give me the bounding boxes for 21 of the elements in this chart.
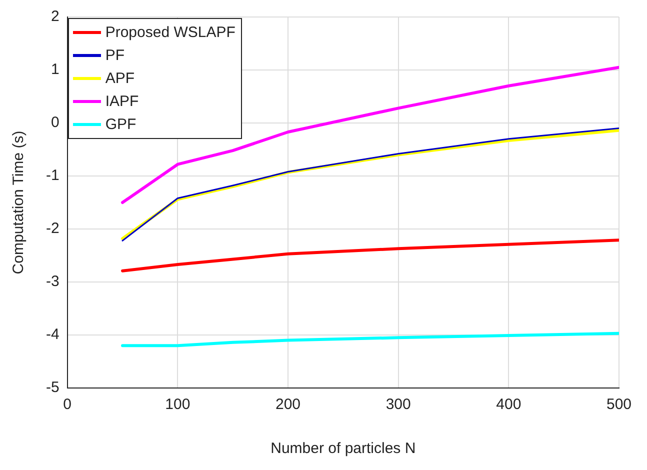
x-tick-label: 100 bbox=[165, 396, 190, 414]
y-tick-label: -1 bbox=[46, 167, 60, 184]
y-tick-label: -3 bbox=[46, 273, 60, 290]
y-tick-label: 0 bbox=[50, 114, 60, 132]
legend-label: GPF bbox=[105, 116, 136, 133]
legend-label: IAPF bbox=[105, 93, 139, 110]
y-tick-label: -4 bbox=[46, 326, 60, 344]
legend-label: APF bbox=[105, 70, 135, 87]
y-tick-label: 2 bbox=[50, 8, 60, 26]
y-tick-label: -2 bbox=[46, 220, 60, 238]
x-tick-label: 300 bbox=[386, 396, 411, 414]
legend-label: PF bbox=[105, 47, 124, 64]
x-tick-label: 0 bbox=[63, 396, 72, 414]
legend-label: Proposed WSLAPF bbox=[105, 24, 236, 41]
x-tick-label: 500 bbox=[606, 396, 632, 414]
y-tick-label: 1 bbox=[50, 61, 60, 78]
y-axis-title: Computation Time (s) bbox=[10, 130, 28, 274]
x-axis-title: Number of particles N bbox=[270, 440, 416, 458]
x-tick-label: 200 bbox=[275, 396, 301, 414]
y-tick-label: -5 bbox=[46, 379, 60, 396]
x-tick-label: 400 bbox=[496, 396, 522, 414]
